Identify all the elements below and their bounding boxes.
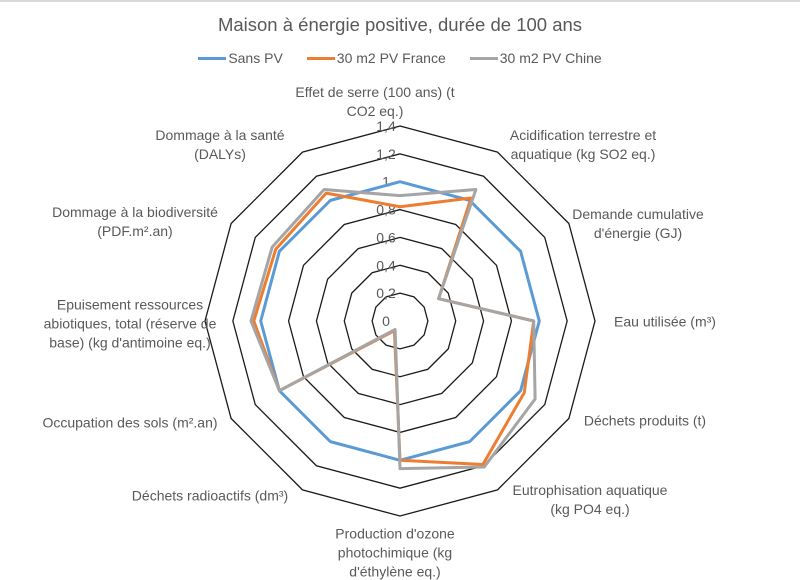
tick-label: 0,2 [376,285,396,301]
grid-ring [315,236,485,406]
axis-label: Déchets produits (t) [583,412,707,429]
legend-swatch [198,56,227,60]
axis-label: Epuisement ressources abiotiques, total … [43,296,217,351]
legend-label: 30 m2 PV France [336,50,446,66]
legend-item-pv-chine: 30 m2 PV Chine [469,50,602,66]
tick-label: 0,4 [376,257,396,273]
axis-label: Effet de serre (100 ans) (t CO2 eq.) [295,84,455,119]
axis-label: Demande cumulative d'énergie (GJ) [572,206,704,241]
axis-label: Eutrophisation aquatique (kg PO4 eq.) [512,482,668,517]
grid-ring [287,208,513,434]
chart-title: Maison à énergie positive, durée de 100 … [217,14,583,35]
tick-label: 0,6 [376,229,396,245]
axis-label: Occupation des sols (m².an) [42,414,218,431]
legend-item-sans-pv: Sans PV [198,50,283,66]
series-line-0 [259,180,541,462]
axis-label: Dommage à la santé (DALYs) [155,127,285,162]
axis-label: Dommage à la biodiversité (PDF.m².an) [52,204,218,239]
axis-label: Eau utilisée (m³) [614,313,716,330]
tick-label: 1,4 [376,118,396,134]
tick-label: 0 [382,313,390,329]
grid-ring [204,125,596,517]
grid-ring [232,153,568,489]
tick-label: 1 [382,174,390,190]
axis-label: Acidification terrestre et aquatique (kg… [509,127,657,162]
legend-swatch [306,56,335,60]
grid-ring [260,181,540,461]
axis-label: Déchets radioactifs (dm³) [131,487,289,504]
tick-label: 1,2 [376,146,396,162]
legend-label: 30 m2 PV Chine [499,50,602,66]
axis-label: Production d'ozone photochimique (kg d'é… [335,525,455,580]
legend-label: Sans PV [228,50,283,66]
legend-item-pv-france: 30 m2 PV France [306,50,446,66]
grid-ring [343,264,457,378]
legend: Sans PV 30 m2 PV France 30 m2 PV Chine [0,50,800,66]
legend-swatch [469,56,498,60]
grid-ring [371,292,429,350]
